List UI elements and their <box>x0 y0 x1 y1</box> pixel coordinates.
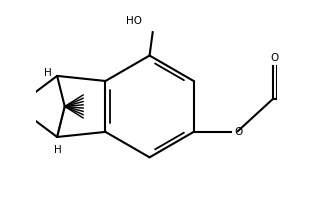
Text: H: H <box>54 145 62 155</box>
Text: O: O <box>234 127 243 137</box>
Text: O: O <box>271 53 279 63</box>
Text: HO: HO <box>126 16 142 26</box>
Text: H: H <box>44 68 51 78</box>
